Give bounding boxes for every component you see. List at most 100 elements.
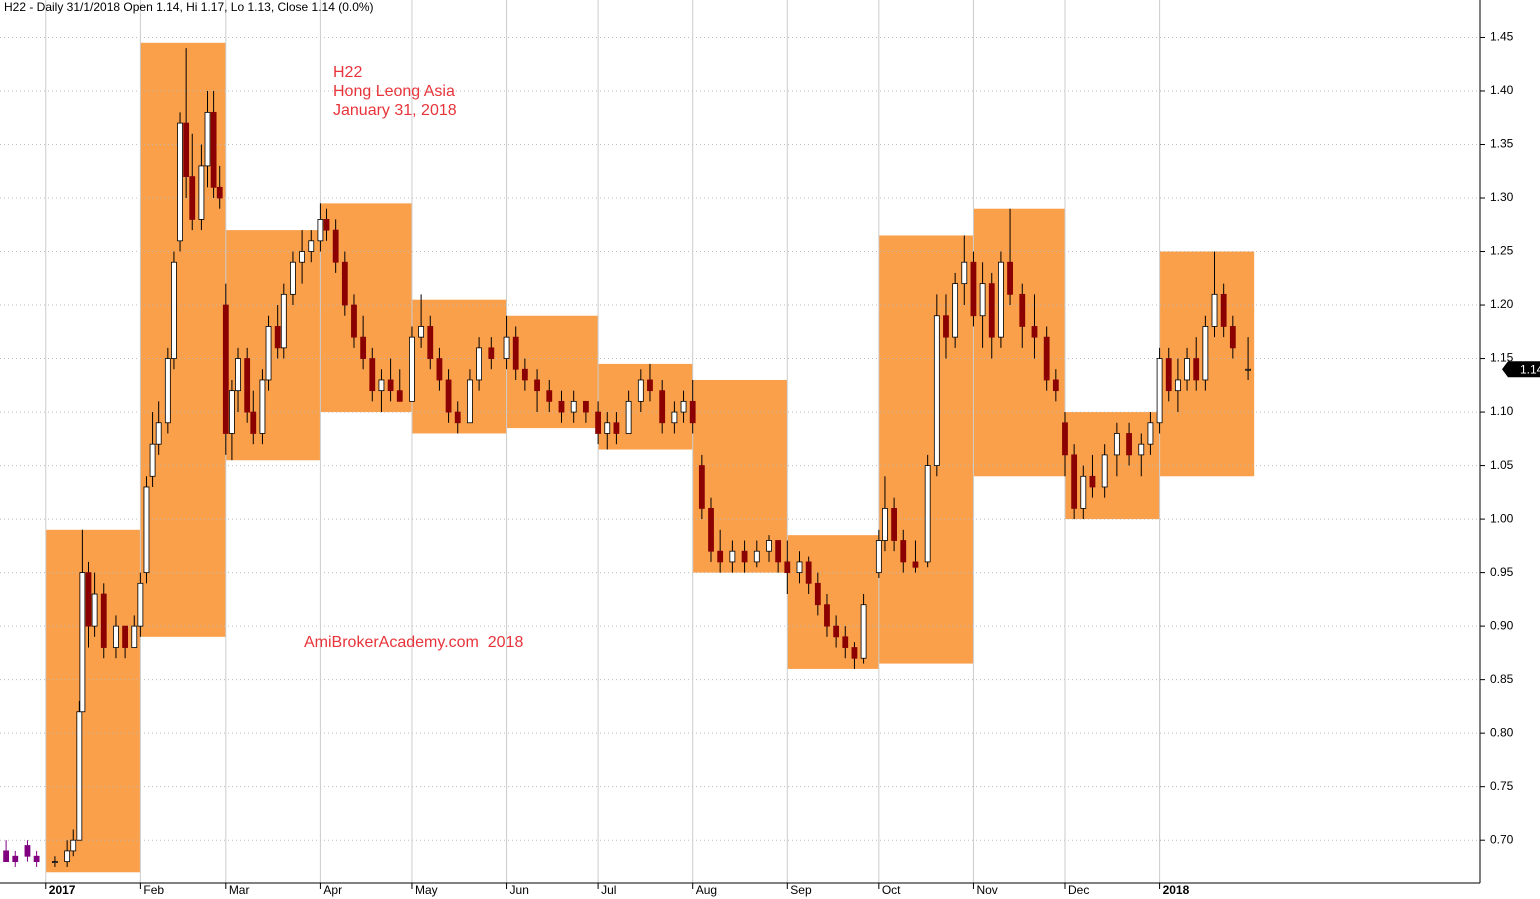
x-tick-label: Nov: [976, 883, 997, 897]
candle-body: [317, 219, 324, 242]
candle-body: [882, 507, 888, 541]
y-tick-label: 0.85: [1490, 672, 1514, 686]
candle-body: [1089, 475, 1096, 488]
candle-body: [280, 293, 287, 349]
candle-body: [698, 465, 705, 509]
candle-body: [409, 336, 415, 402]
candle-body: [222, 304, 229, 434]
candle-body: [625, 400, 632, 434]
candle-body: [387, 379, 394, 392]
candle-body: [1193, 358, 1200, 381]
candle-body: [833, 625, 840, 638]
candle-body: [476, 347, 482, 381]
candle-body: [85, 572, 92, 627]
candle-body: [378, 379, 385, 392]
candle-body: [1211, 293, 1218, 327]
candle-body: [164, 358, 171, 424]
candle-body: [290, 261, 296, 295]
y-tick-label: 1.15: [1490, 351, 1514, 365]
y-tick-label: 1.00: [1490, 511, 1514, 525]
candle-body: [814, 582, 821, 606]
month-range-box: [973, 208, 1065, 477]
candle-body: [360, 336, 367, 359]
candle-body: [912, 561, 919, 568]
candle-body: [229, 390, 235, 434]
candle-body: [396, 390, 403, 402]
candle-body: [274, 326, 281, 349]
candle-body: [1043, 336, 1050, 381]
candle-body: [924, 465, 931, 563]
candle-body: [796, 561, 803, 574]
candle-body: [1147, 422, 1154, 445]
candle-body: [741, 550, 748, 563]
candle-body: [332, 229, 339, 263]
candle-body: [171, 261, 177, 359]
candle-body: [824, 604, 830, 627]
candle-body: [1031, 326, 1038, 338]
candle-body: [79, 572, 86, 713]
candle-body: [70, 839, 77, 852]
y-tick-label: 1.40: [1490, 83, 1514, 97]
candle-body: [900, 540, 907, 563]
y-tick-label: 0.80: [1490, 725, 1514, 739]
x-tick-label: 2017: [49, 883, 76, 897]
candle-body: [582, 400, 589, 413]
candle-body: [1113, 433, 1120, 456]
chart-title: H22 - Daily 31/1/2018 Open 1.14, Hi 1.17…: [4, 0, 374, 14]
candle-body: [131, 625, 138, 648]
candle-body: [1019, 293, 1026, 327]
last-price-label: 1.14: [1520, 362, 1540, 376]
candle-body: [512, 336, 519, 370]
candle-body: [717, 550, 724, 563]
candle-body: [1229, 326, 1236, 349]
candle-body: [122, 625, 129, 648]
candle-body: [259, 379, 266, 434]
y-tick-label: 1.30: [1490, 190, 1514, 204]
month-range-box: [598, 363, 693, 450]
candle-body: [671, 411, 678, 424]
last-price-marker: [1502, 361, 1540, 378]
x-tick-label: 2018: [1163, 883, 1190, 897]
candle-body: [1165, 358, 1172, 392]
candle-body: [689, 400, 696, 424]
candle-body: [299, 251, 306, 263]
candle-body: [659, 390, 666, 424]
candle-body: [216, 186, 223, 199]
candle-body: [189, 176, 196, 220]
candle-body: [647, 379, 653, 392]
candle-body: [52, 861, 58, 863]
candle-body: [24, 845, 31, 857]
candle-body: [891, 507, 898, 541]
candle-body: [351, 304, 357, 338]
x-tick-label: Apr: [323, 883, 342, 897]
candle-body: [210, 111, 217, 188]
candle-body: [445, 379, 452, 413]
month-range-box: [506, 315, 599, 429]
candle-body: [341, 261, 348, 306]
candle-body: [775, 540, 782, 563]
month-range-box: [692, 379, 788, 573]
y-tick-label: 1.05: [1490, 458, 1514, 472]
y-tick-label: 0.90: [1490, 618, 1514, 632]
candle-body: [570, 400, 577, 413]
candle-body: [613, 422, 620, 434]
candle-body: [1184, 358, 1190, 381]
candle-body: [961, 261, 968, 285]
y-tick-label: 1.35: [1490, 137, 1514, 151]
x-tick-label: Oct: [882, 883, 901, 897]
x-tick-label: Jul: [601, 883, 616, 897]
candle-body: [842, 636, 849, 648]
candle-body: [143, 486, 150, 574]
candle-body: [177, 122, 183, 242]
y-tick-label: 1.25: [1490, 244, 1514, 258]
candle-body: [454, 411, 461, 424]
x-tick-label: Sep: [790, 883, 812, 897]
candle-body: [875, 540, 882, 574]
candle-body: [1202, 326, 1209, 381]
y-tick-label: 0.70: [1490, 832, 1514, 846]
candle-body: [784, 561, 791, 574]
month-range-box: [411, 299, 507, 434]
candle-body: [76, 711, 83, 841]
candle-body: [137, 582, 144, 627]
